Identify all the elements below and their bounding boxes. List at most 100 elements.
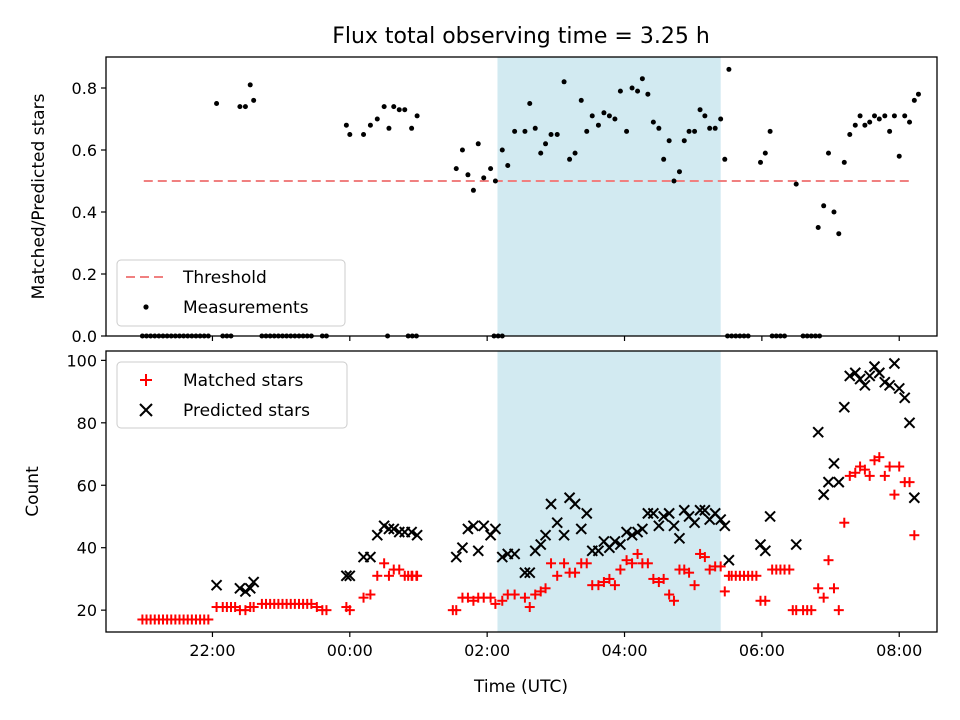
predicted-star-stroke bbox=[472, 545, 484, 557]
matched-star-point bbox=[904, 477, 915, 488]
measurement-point bbox=[793, 181, 799, 187]
measurement-point bbox=[386, 125, 392, 131]
measurement-point bbox=[726, 66, 732, 72]
bottom-highlight-span bbox=[497, 351, 721, 632]
measurement-point bbox=[242, 104, 248, 110]
predicted-star-point bbox=[411, 529, 423, 541]
measurement-point bbox=[589, 113, 595, 119]
matched-star-point bbox=[462, 592, 473, 603]
bottom-y-ticks: 20 40 60 80 100 bbox=[66, 351, 106, 620]
measurement-point bbox=[847, 132, 853, 137]
predicted-star-point bbox=[893, 382, 905, 395]
matched-star-point bbox=[850, 467, 861, 478]
measurement-point bbox=[617, 88, 623, 94]
measurement-point bbox=[836, 231, 842, 237]
predicted-star-point bbox=[489, 523, 502, 535]
predicted-star-point bbox=[849, 367, 861, 379]
predicted-star-point bbox=[371, 529, 383, 541]
predicted-star-stroke bbox=[405, 526, 418, 538]
measurement-point bbox=[666, 138, 672, 144]
matched-star-point bbox=[719, 586, 730, 597]
measurement-point bbox=[676, 169, 682, 175]
predicted-star-stroke bbox=[524, 566, 536, 579]
predicted-star-stroke bbox=[828, 457, 840, 470]
predicted-star-point bbox=[868, 360, 881, 373]
matched-star-point bbox=[658, 573, 669, 584]
predicted-star-point bbox=[790, 538, 802, 551]
predicted-star-stroke bbox=[868, 360, 881, 373]
matched-star-point bbox=[358, 592, 369, 603]
predicted-star-stroke bbox=[863, 370, 876, 382]
bottom-y-tick-label: 40 bbox=[77, 539, 97, 558]
matched-star-point bbox=[828, 583, 839, 594]
measurement-point bbox=[645, 91, 651, 97]
measurement-point bbox=[512, 128, 518, 134]
measurement-point bbox=[488, 166, 494, 172]
predicted-star-stroke bbox=[371, 529, 383, 541]
matched-star-point bbox=[823, 555, 834, 566]
bottom-y-tick-label: 60 bbox=[77, 476, 97, 495]
predicted-star-stroke bbox=[411, 529, 423, 541]
matched-star-point bbox=[598, 577, 609, 588]
predicted-star-stroke bbox=[893, 382, 905, 395]
matched-star-point bbox=[813, 583, 824, 594]
predicted-star-point bbox=[714, 513, 727, 526]
predicted-star-point bbox=[462, 523, 474, 535]
measurement-point bbox=[650, 119, 656, 125]
predicted-star-stroke bbox=[388, 523, 400, 535]
matched-star-point bbox=[806, 605, 817, 616]
predicted-stars-points bbox=[210, 357, 921, 598]
predicted-star-stroke bbox=[790, 538, 802, 551]
bottom-legend-box bbox=[116, 361, 348, 429]
measurement-point bbox=[343, 122, 349, 128]
predicted-star-point bbox=[653, 520, 665, 532]
chart-title: Flux total observing time = 3.25 h bbox=[332, 24, 710, 49]
predicted-star-stroke bbox=[859, 379, 871, 392]
predicted-star-stroke bbox=[614, 538, 627, 551]
measurement-point bbox=[852, 122, 858, 128]
measurement-point bbox=[361, 132, 367, 137]
matched-star-point bbox=[248, 602, 259, 613]
measurement-point bbox=[767, 128, 773, 134]
measurement-point bbox=[624, 128, 630, 134]
predicted-star-point bbox=[899, 392, 911, 404]
matched-star-point bbox=[581, 558, 592, 569]
predicted-star-stroke bbox=[620, 526, 633, 538]
measurement-points bbox=[139, 66, 921, 339]
measurement-point bbox=[595, 122, 601, 128]
predicted-star-stroke bbox=[569, 498, 581, 510]
predicted-star-stroke bbox=[838, 401, 850, 413]
bottom-axes-frame bbox=[105, 350, 938, 633]
top-axes-frame bbox=[105, 56, 938, 337]
matched-star-point bbox=[524, 602, 535, 613]
predicted-star-point bbox=[472, 545, 484, 557]
predicted-star-stroke bbox=[903, 417, 916, 429]
bottom-legend: Matched stars Predicted stars bbox=[116, 361, 348, 429]
x-tick-label: 08:00 bbox=[876, 641, 922, 660]
matched-star-point bbox=[839, 517, 850, 528]
bottom-y-tick-label: 20 bbox=[77, 601, 97, 620]
matched-star-point bbox=[784, 564, 795, 575]
predicted-star-point bbox=[838, 401, 850, 413]
matched-star-point bbox=[540, 583, 551, 594]
measurement-point bbox=[686, 128, 692, 134]
top-y-axis-label: Matched/Predicted stars bbox=[29, 93, 49, 299]
predicted-star-point bbox=[592, 545, 605, 557]
predicted-star-point bbox=[450, 551, 462, 563]
predicted-star-stroke bbox=[539, 529, 552, 541]
matched-star-point bbox=[864, 470, 875, 481]
measurement-point bbox=[367, 122, 373, 128]
matched-star-point bbox=[203, 614, 214, 625]
measurement-point bbox=[872, 113, 878, 119]
predicted-star-point bbox=[575, 523, 587, 535]
predicted-star-stroke bbox=[519, 566, 531, 579]
predicted-star-point bbox=[405, 526, 418, 538]
predicted-star-stroke bbox=[378, 520, 390, 532]
measurement-point bbox=[862, 122, 868, 128]
measurement-point bbox=[882, 113, 888, 119]
measurement-point bbox=[548, 132, 554, 137]
top-y-tick-label: 0.4 bbox=[72, 203, 97, 222]
predicted-star-point bbox=[234, 582, 246, 594]
predicted-star-point bbox=[340, 570, 353, 582]
predicted-star-stroke bbox=[575, 523, 587, 535]
